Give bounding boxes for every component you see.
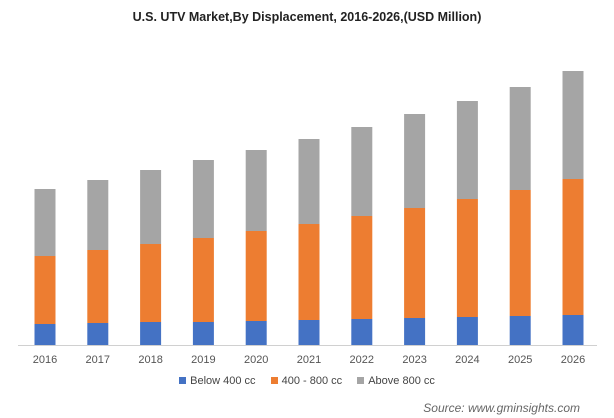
bar-segment-2026-2: [562, 71, 584, 179]
bar-segment-2018-0: [140, 322, 162, 345]
bar-segment-2019-0: [192, 322, 214, 345]
bar-segment-2022-0: [351, 319, 373, 345]
bar-segment-2026-1: [562, 179, 584, 315]
bar-segment-2021-2: [298, 139, 320, 224]
x-tick-label: 2020: [244, 354, 268, 366]
legend-item-400-800: 400 - 800 cc: [270, 375, 343, 387]
bar-segment-2026-0: [562, 315, 584, 345]
bar-segment-2017-0: [87, 323, 109, 345]
x-tick-label: 2026: [561, 354, 585, 366]
bar-segment-2025-2: [509, 87, 531, 190]
x-tick-label: 2017: [86, 354, 110, 366]
bar-segment-2023-2: [404, 114, 426, 208]
x-tick-label: 2019: [191, 354, 215, 366]
bar-segment-2018-2: [140, 170, 162, 244]
bar-segment-2025-1: [509, 190, 531, 316]
bar-segment-2022-2: [351, 127, 373, 216]
bar-segment-2020-2: [245, 150, 267, 231]
x-tick-label: 2022: [350, 354, 374, 366]
bar-segment-2019-1: [192, 238, 214, 322]
legend-swatch: [270, 377, 278, 384]
x-tick-label: 2024: [455, 354, 479, 366]
bar-segment-2019-2: [192, 160, 214, 238]
bar-segment-2024-2: [456, 101, 478, 199]
legend-label: Below 400 cc: [190, 375, 256, 387]
chart-title: U.S. UTV Market,By Displacement, 2016-20…: [132, 10, 482, 24]
source-note: Source: www.gminsights.com: [423, 401, 580, 415]
bar-segment-2016-0: [34, 324, 56, 345]
bar-segment-2016-2: [34, 189, 56, 256]
bar-segment-2022-1: [351, 216, 373, 319]
legend-item-below-400: Below 400 cc: [179, 375, 256, 387]
bar-segment-2021-0: [298, 320, 320, 345]
legend-label: 400 - 800 cc: [281, 375, 343, 387]
x-tick-label: 2023: [402, 354, 426, 366]
bar-segment-2023-0: [404, 318, 426, 345]
legend-label: Above 800 cc: [368, 375, 435, 387]
bar-segment-2024-1: [456, 199, 478, 317]
x-tick-label: 2025: [508, 354, 532, 366]
bar-segment-2024-0: [456, 317, 478, 345]
bar-segment-2021-1: [298, 224, 320, 320]
bar-segment-2020-0: [245, 321, 267, 345]
legend-swatch: [357, 377, 365, 384]
bar-segment-2023-1: [404, 208, 426, 318]
bar-segment-2017-2: [87, 180, 109, 250]
bar-segment-2018-1: [140, 244, 162, 322]
x-tick-label: 2018: [138, 354, 162, 366]
legend-item-above-800: Above 800 cc: [357, 375, 435, 387]
bar-segment-2020-1: [245, 231, 267, 321]
bar-segment-2025-0: [509, 316, 531, 345]
x-tick-label: 2021: [297, 354, 321, 366]
x-tick-label: 2016: [33, 354, 57, 366]
legend-swatch: [179, 377, 187, 384]
legend: Below 400 cc 400 - 800 cc Above 800 cc: [0, 375, 614, 387]
bar-segment-2016-1: [34, 256, 56, 324]
bar-segment-2017-1: [87, 250, 109, 323]
